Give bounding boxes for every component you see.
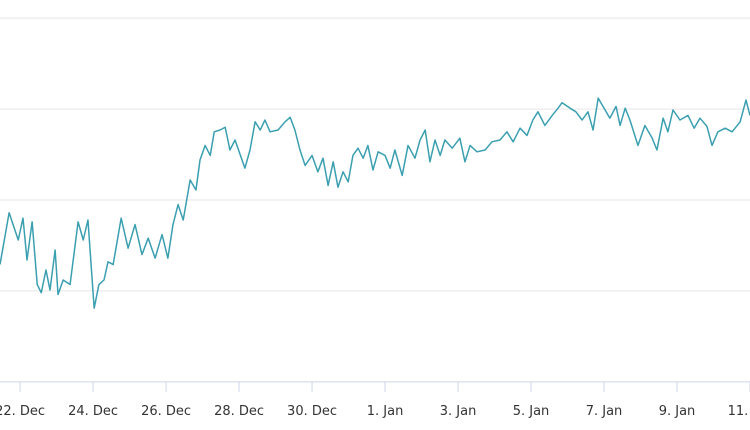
x-tick-label: 11. Jan xyxy=(728,404,750,419)
x-tick-label: 5. Jan xyxy=(513,404,550,419)
x-tick-label: 1. Jan xyxy=(367,404,404,419)
x-tick-label: 3. Jan xyxy=(440,404,477,419)
x-tick-label: 7. Jan xyxy=(586,404,623,419)
x-tick-label: 24. Dec xyxy=(68,404,118,419)
x-tick-label: 30. Dec xyxy=(287,404,337,419)
x-tick-label: 9. Jan xyxy=(659,404,696,419)
data-line xyxy=(0,97,750,309)
x-tick-label: 28. Dec xyxy=(214,404,264,419)
x-tick-label: 26. Dec xyxy=(141,404,191,419)
x-tick-label: 22. Dec xyxy=(0,404,45,419)
